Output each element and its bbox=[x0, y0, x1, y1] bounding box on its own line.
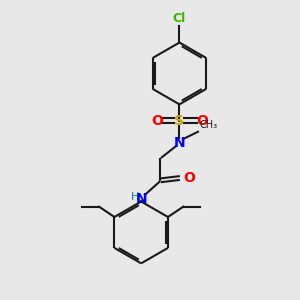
Text: O: O bbox=[184, 171, 195, 185]
Text: H: H bbox=[131, 191, 139, 202]
Text: N: N bbox=[174, 136, 185, 150]
Text: N: N bbox=[136, 192, 148, 206]
Text: O: O bbox=[151, 114, 163, 128]
Text: Cl: Cl bbox=[173, 12, 186, 25]
Text: S: S bbox=[174, 114, 184, 128]
Text: CH₃: CH₃ bbox=[199, 120, 217, 130]
Text: O: O bbox=[196, 114, 208, 128]
